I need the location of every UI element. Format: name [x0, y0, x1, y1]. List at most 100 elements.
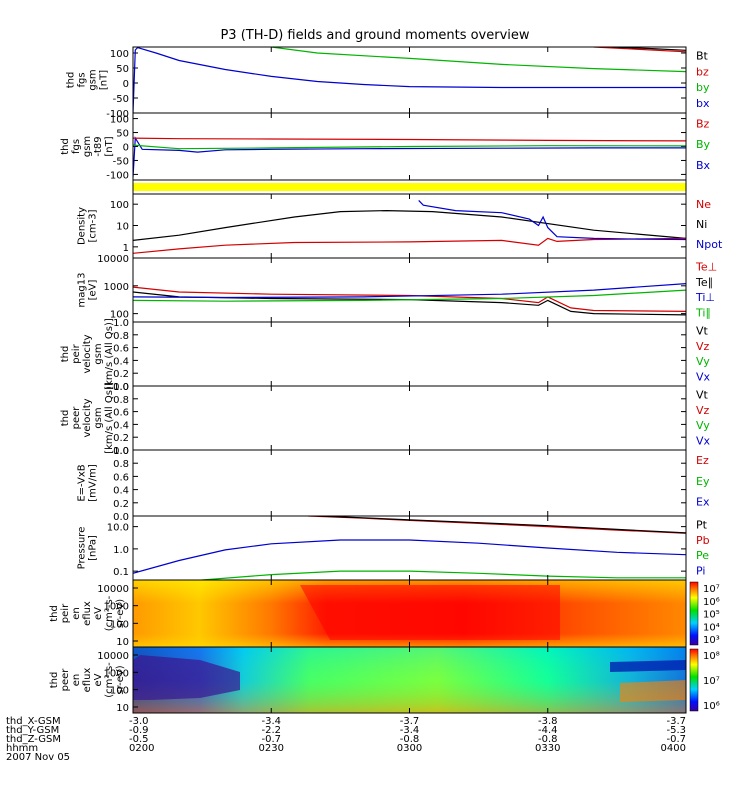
- y-tick-label: 0.2: [113, 499, 129, 510]
- y-axis-label: thd: [66, 72, 77, 89]
- legend-label: by: [696, 81, 710, 94]
- y-axis-label: gsm: [88, 69, 99, 90]
- legend-label: Vz: [696, 340, 710, 353]
- y-axis-label: velocity: [82, 398, 93, 437]
- y-tick-label: 0.6: [113, 472, 129, 483]
- series-line-Pt: [317, 516, 686, 534]
- legend-label: Te⊥: [695, 261, 717, 274]
- y-axis-label: thd: [49, 672, 60, 689]
- series-line-Npot: [418, 199, 686, 241]
- panel-ele_vel: 1.0 0.8 0.60.4 0.2 0.0 Vt Vz Vy Vx thd peer velocit…: [60, 382, 711, 457]
- legend-label: Vt: [696, 325, 709, 338]
- legend-label: Pi: [696, 564, 705, 577]
- footer-row-label: hhmm: [6, 743, 38, 754]
- y-axis-label: sr-eV): [115, 599, 126, 628]
- panel-pressure: 10.0 1.0 0.1 Pt Pb Pe Pi Pressure [nPa]: [77, 515, 710, 581]
- series-line-by: [271, 47, 686, 73]
- y-tick-label: 10: [116, 703, 129, 714]
- y-axis-label: (cm²-s-: [104, 595, 115, 631]
- y-axis-label: eV: [93, 673, 104, 686]
- series-line-bx: [133, 47, 686, 113]
- y-tick-label: 1.0: [113, 545, 129, 556]
- panel-frame: [132, 646, 687, 714]
- y-axis-label: gsm: [93, 407, 104, 428]
- y-tick-label: 0.4: [113, 356, 129, 367]
- legend-label: Ex: [696, 495, 710, 508]
- footer-value: -3.4: [400, 725, 420, 736]
- colorbar-tick-label: 10⁵: [703, 610, 720, 621]
- spectrogram-hot-region: [300, 585, 560, 640]
- y-axis-label: gsm: [82, 136, 93, 157]
- y-axis-label: sr-eV): [115, 665, 126, 694]
- y-tick-label: -100: [106, 170, 129, 181]
- y-axis-label: peer: [71, 406, 82, 430]
- y-tick-label: 10: [116, 222, 129, 233]
- y-axis-label: en: [71, 607, 82, 620]
- legend-label: Ti∥: [695, 306, 711, 319]
- y-tick-label: 1.0: [113, 382, 129, 393]
- legend-label: Ni: [696, 218, 707, 231]
- y-tick-label: 0.6: [113, 344, 129, 355]
- footer-date: 2007 Nov 05: [6, 752, 70, 763]
- legend-label: Vt: [696, 389, 709, 402]
- y-tick-label: 0.8: [113, 331, 129, 342]
- y-axis-label: peir: [60, 603, 71, 623]
- y-tick-label: 0.8: [113, 395, 129, 406]
- y-axis-label: peir: [71, 343, 82, 363]
- y-axis-label: [nT]: [99, 70, 110, 90]
- y-tick-label: 0.0: [113, 512, 129, 523]
- y-axis-label: (cm²-s-: [104, 662, 115, 698]
- y-tick-label: 100: [110, 310, 129, 321]
- y-axis-label: peer: [60, 668, 71, 692]
- colorbar-tick-label: 10³: [703, 635, 720, 646]
- y-tick-label: 100: [110, 115, 129, 126]
- y-axis-label: thd: [49, 605, 60, 622]
- y-axis-label: en: [71, 674, 82, 687]
- y-axis-label: fgs: [77, 72, 88, 87]
- colorbar-tick-label: 10⁶: [703, 597, 720, 608]
- y-axis-label: thd: [60, 410, 71, 427]
- y-tick-label: 0.2: [113, 369, 129, 380]
- series-line-Te⊥: [133, 286, 686, 312]
- footer-value: -3.4: [261, 716, 281, 727]
- y-tick-label: 50: [116, 64, 129, 75]
- colorbar-tick-label: 10⁷: [703, 584, 720, 595]
- series-line-Ti∥: [133, 289, 686, 302]
- panel-frame: [132, 321, 687, 387]
- legend-label: Bx: [696, 159, 711, 172]
- series-line-Bx: [133, 136, 686, 178]
- legend-label: Vy: [696, 419, 710, 432]
- legend-label: Bt: [696, 50, 709, 63]
- y-tick-label: -50: [113, 94, 129, 105]
- y-axis-label: eV: [93, 607, 104, 620]
- footer-value: 0330: [535, 743, 560, 754]
- panel-frame: [132, 193, 687, 259]
- y-tick-label: 0.2: [113, 433, 129, 444]
- y-tick-label: 10000: [97, 651, 129, 662]
- y-tick-label: 0.4: [113, 486, 129, 497]
- legend-label: bx: [696, 97, 710, 110]
- y-tick-label: 0.8: [113, 459, 129, 470]
- y-tick-label: 1: [123, 243, 129, 254]
- panel-frame: [132, 46, 687, 114]
- series-line-By: [133, 144, 686, 150]
- spectrogram-hot-region: [620, 680, 686, 702]
- spectrogram-dark-region: [133, 655, 240, 700]
- footer-row-label: thd_X-GSM: [6, 716, 61, 727]
- y-tick-label: 100: [110, 49, 129, 60]
- y-axis-label: velocity: [82, 334, 93, 373]
- y-tick-label: 0: [123, 143, 129, 154]
- panel-fgs: 100 50 0 -50 -100 Bt bz by bx thd fgs gsm [nT]: [66, 46, 710, 120]
- colorbar-tick-label: 10⁴: [703, 622, 720, 633]
- panel-efield: 1.0 0.8 0.6 0.4 0.2 0.0 Ez Ey Ex E=-VxB [mV/m]: [77, 446, 710, 523]
- footer-value: 0300: [397, 743, 422, 754]
- y-tick-label: -50: [113, 156, 129, 167]
- flag-bar: [133, 183, 686, 191]
- footer-value: -0.8: [400, 734, 420, 745]
- y-tick-label: 50: [116, 129, 129, 140]
- y-axis-label: [nT]: [104, 136, 115, 156]
- y-axis-label: eflux: [82, 668, 93, 693]
- series-line-Ni: [133, 209, 686, 241]
- footer-value: -3.8: [538, 716, 558, 727]
